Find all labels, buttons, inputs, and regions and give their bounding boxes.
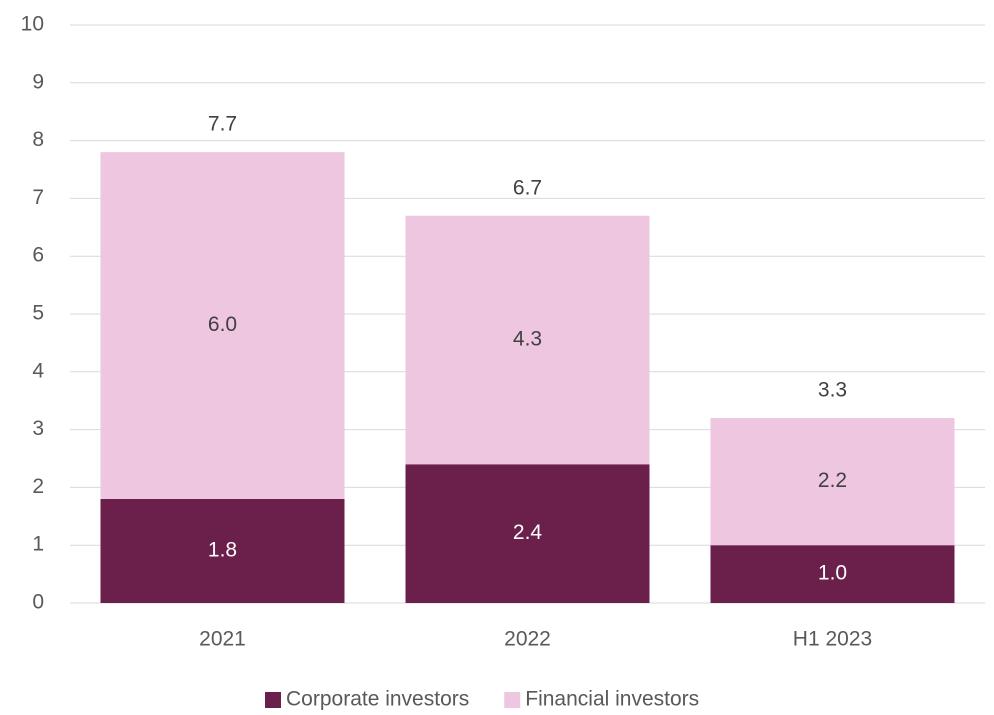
bar-segment bbox=[405, 464, 650, 603]
data-label: 2.2 bbox=[818, 469, 847, 492]
y-tick-label: 10 bbox=[21, 13, 44, 36]
bar-segment bbox=[710, 418, 955, 546]
data-label: 1.8 bbox=[208, 539, 237, 562]
y-tick-label: 7 bbox=[32, 186, 44, 209]
total-label: 7.7 bbox=[208, 113, 237, 136]
y-tick-label: 6 bbox=[32, 244, 44, 267]
y-tick-label: 9 bbox=[32, 70, 44, 93]
y-tick-label: 3 bbox=[32, 417, 44, 440]
y-tick-label: 4 bbox=[32, 359, 44, 382]
total-label: 6.7 bbox=[513, 176, 542, 199]
y-tick-label: 5 bbox=[32, 302, 44, 325]
y-tick-label: 2 bbox=[32, 475, 44, 498]
data-label: 4.3 bbox=[513, 328, 542, 351]
bar-segment bbox=[100, 152, 345, 499]
bar-segment bbox=[100, 498, 345, 603]
x-tick-label: 2022 bbox=[504, 628, 551, 651]
legend-swatch bbox=[265, 692, 281, 708]
total-label: 3.3 bbox=[818, 379, 847, 402]
x-tick-label: 2021 bbox=[199, 628, 246, 651]
legend-label: Corporate investors bbox=[286, 688, 469, 711]
bar-segment bbox=[710, 545, 955, 603]
y-tick-label: 0 bbox=[32, 591, 44, 614]
legend-label: Financial investors bbox=[525, 688, 699, 711]
x-tick-label: H1 2023 bbox=[793, 628, 872, 651]
data-label: 6.0 bbox=[208, 313, 237, 336]
data-label: 1.0 bbox=[818, 562, 847, 585]
legend-swatch bbox=[504, 692, 521, 708]
y-tick-label: 8 bbox=[32, 128, 44, 151]
bar-segment bbox=[405, 215, 650, 465]
y-tick-label: 1 bbox=[32, 533, 44, 556]
data-label: 2.4 bbox=[513, 521, 543, 544]
